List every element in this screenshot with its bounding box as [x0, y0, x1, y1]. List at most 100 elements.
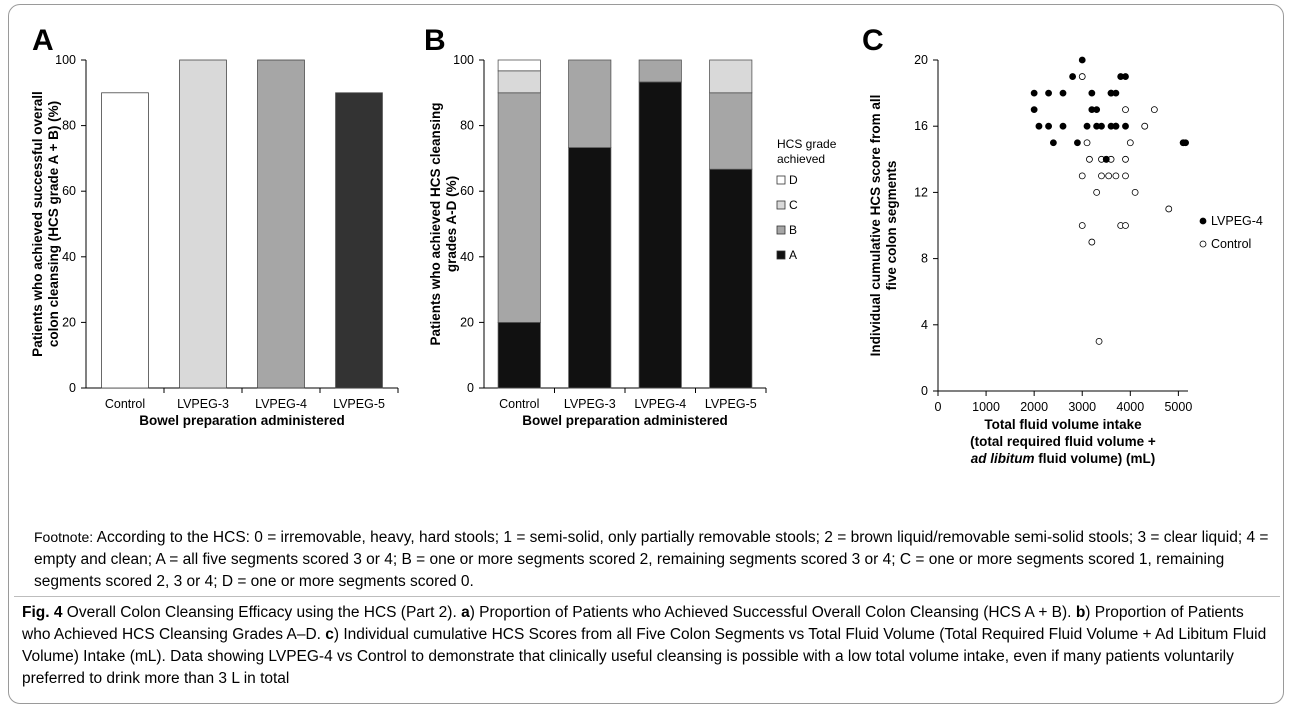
x-axis-title: Bowel preparation administered [139, 413, 345, 428]
chart-panel-c: C 0 4 8 12 16 20 0 1000 2000 3000 4000 5000 Individua… [862, 24, 1263, 466]
data-point-lvpeg4 [1098, 122, 1105, 130]
x-axis-title-italic: ad libitum [971, 451, 1035, 466]
x-axis-title-rest: fluid volume) (mL) [1035, 451, 1156, 466]
y-tick-label: 12 [914, 185, 928, 199]
footnote-text: According to the HCS: 0 = irremovable, h… [34, 529, 1269, 590]
data-point-control [1122, 172, 1129, 180]
x-tick-label: 0 [935, 400, 942, 414]
y-axis-title: Individual cumulative HCS score from all [868, 95, 883, 357]
data-point-lvpeg4 [1093, 106, 1101, 114]
data-point-lvpeg4 [1182, 139, 1189, 147]
bar-segment-a [638, 81, 682, 389]
bar [257, 59, 305, 389]
data-point-control [1122, 155, 1129, 163]
x-axis-title: Bowel preparation administered [522, 413, 728, 428]
panel-label: B [424, 24, 446, 57]
x-axis-title: ad libitum fluid volume) (mL) [971, 451, 1156, 466]
figure-frame [8, 4, 1284, 704]
data-point-lvpeg4 [1122, 122, 1129, 130]
chart-panel-a: A 0 20 40 60 80 100 Control LVPEG-3 LVPEG-4 LVPEG-… [30, 24, 399, 428]
data-point-lvpeg4 [1069, 73, 1077, 80]
x-tick-label: 1000 [972, 400, 1000, 414]
x-tick-label: Control [499, 397, 539, 411]
bar-segment-a [709, 168, 753, 389]
data-point-lvpeg4 [1102, 155, 1110, 163]
y-tick-label: 100 [453, 53, 474, 67]
x-tick-label: LVPEG-3 [177, 397, 229, 411]
data-point-control [1122, 222, 1129, 229]
bar [335, 92, 383, 389]
panel-label: A [32, 24, 54, 57]
x-tick-label: 4000 [1116, 400, 1144, 414]
y-tick-label: 0 [921, 384, 928, 398]
data-point-lvpeg4 [1112, 122, 1120, 130]
bar-segment-b [497, 92, 541, 323]
caption-a-text: ) Proportion of Patients who Achieved Su… [469, 604, 1072, 621]
caption-b-label: b [1075, 604, 1086, 621]
data-point-lvpeg4 [1059, 89, 1067, 97]
data-point-lvpeg4 [1045, 89, 1052, 97]
bar-segment-a [497, 321, 541, 389]
data-point-lvpeg4 [1088, 89, 1096, 97]
data-point-lvpeg4 [1059, 122, 1067, 130]
data-point-control [1112, 172, 1120, 180]
x-tick-label: LVPEG-3 [564, 397, 616, 411]
legend-label: Control [1211, 237, 1251, 251]
caption-b-text: ) Proportion of Patients who Achieved HC… [22, 604, 1244, 643]
data-point-control [1122, 106, 1129, 114]
x-axis-title: (total required fluid volume + [970, 434, 1156, 449]
y-tick-label: 0 [467, 381, 474, 395]
legend-label: B [789, 223, 797, 237]
y-tick-label: 0 [69, 381, 76, 395]
x-tick-label: LVPEG-5 [705, 397, 757, 411]
x-tick-label: 3000 [1068, 400, 1096, 414]
data-point-control [1083, 139, 1091, 147]
data-point-lvpeg4 [1030, 106, 1038, 114]
caption-fig-label: Fig. 4 [22, 604, 63, 621]
x-tick-label: LVPEG-4 [634, 397, 686, 411]
data-point-control [1165, 205, 1173, 213]
legend-label: D [789, 173, 798, 187]
data-point-lvpeg4 [1083, 122, 1091, 130]
data-point-control [1086, 155, 1093, 163]
legend-marker-control [1199, 240, 1207, 248]
y-tick-label: 8 [921, 252, 928, 266]
data-point-control [1105, 172, 1113, 180]
data-point-control [1093, 188, 1101, 196]
x-tick-label: LVPEG-5 [333, 397, 385, 411]
legend-swatch-b [776, 225, 786, 235]
y-axis-title: colon cleansing (HCS grade A + B) (%) [46, 101, 61, 347]
legend-title: HCS grade [777, 137, 837, 151]
data-point-control [1126, 139, 1134, 147]
data-point-control [1078, 73, 1086, 80]
y-axis-title: Patients who achieved successful overall [30, 91, 45, 357]
y-tick-label: 20 [460, 315, 474, 329]
footnote-prefix: Footnote: [34, 529, 94, 545]
legend-title: achieved [777, 152, 825, 166]
bar-segment-c [709, 59, 753, 94]
bar-segment-b [638, 59, 682, 83]
data-point-control [1078, 222, 1086, 229]
data-point-lvpeg4 [1049, 139, 1057, 147]
caption-title: Overall Colon Cleansing Efficacy using t… [66, 604, 457, 621]
bar [179, 59, 227, 389]
y-axis-title: grades A-D (%) [444, 176, 459, 272]
chart-panel-b: B 0 20 40 60 80 100 Control LVPEG-3 LVPEG-4 LVPEG-… [424, 24, 837, 428]
y-tick-label: 60 [62, 184, 76, 198]
x-tick-label: 2000 [1020, 400, 1048, 414]
panel-label: C [862, 24, 884, 57]
legend-swatch-a [776, 250, 786, 260]
y-axis-title: Patients who achieved HCS cleansing [428, 102, 443, 345]
x-tick-label: LVPEG-4 [255, 397, 307, 411]
data-point-control [1150, 106, 1158, 114]
legend-label: C [789, 198, 798, 212]
bar [101, 92, 149, 389]
footnote: Footnote: According to the HCS: 0 = irre… [34, 526, 1274, 593]
caption-a-label: a [461, 604, 470, 621]
data-point-lvpeg4 [1045, 122, 1052, 130]
bar-segment-c [497, 70, 541, 94]
caption-divider [14, 596, 1280, 597]
data-point-lvpeg4 [1112, 89, 1120, 97]
y-tick-label: 80 [62, 119, 76, 133]
legend-marker-lvpeg4 [1199, 217, 1207, 225]
